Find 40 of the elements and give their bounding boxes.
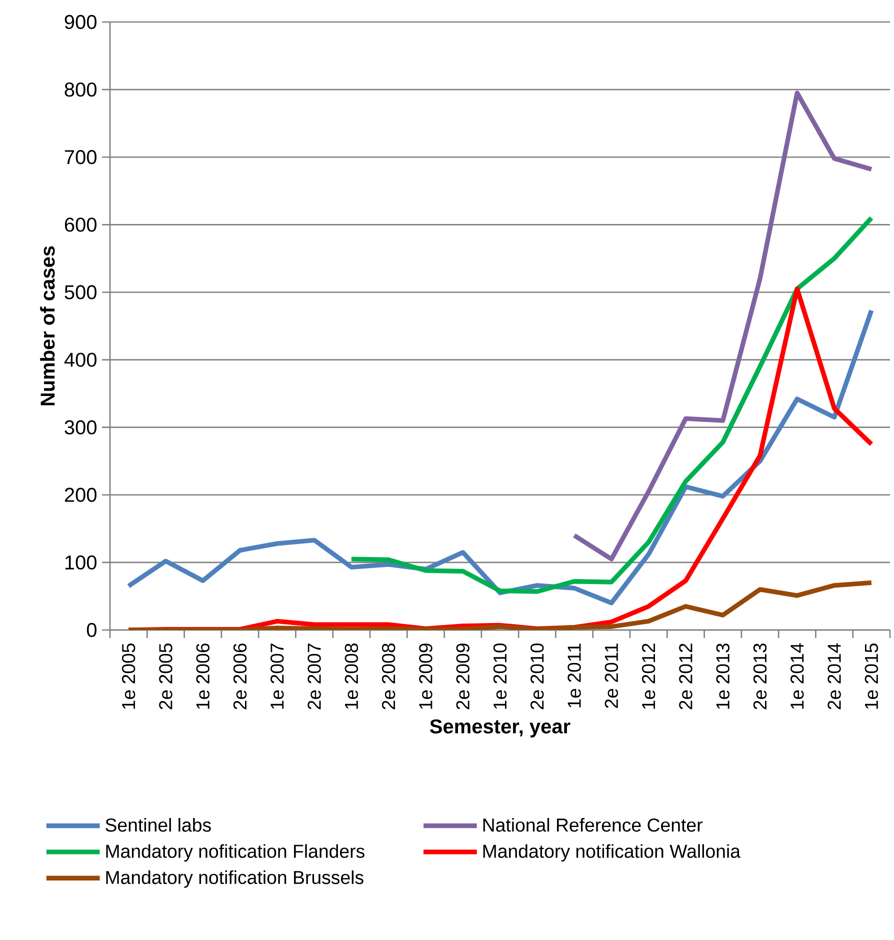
x-tick-label: 2e 2013 [753, 644, 767, 710]
x-tick-label: 1e 2007 [270, 644, 284, 709]
x-tick-label: 1e 2008 [344, 644, 358, 709]
y-tick-label: 0 [86, 622, 96, 638]
x-tick-label: 2e 2010 [530, 643, 544, 710]
x-tick-label: 2e 2006 [233, 644, 247, 710]
line-series [572, 90, 874, 562]
y-tick-label: 700 [64, 150, 96, 164]
x-tick-label: 1e 2012 [642, 644, 656, 709]
x-tick-label: 2e 2014 [828, 643, 841, 710]
legend-label: Mandatory nofitication Flanders [106, 844, 364, 862]
x-tick-label: 1e 2014 [790, 643, 804, 709]
y-tick-label: 500 [64, 285, 96, 300]
x-tick-label: 1e 2009 [419, 644, 432, 709]
legend-label: Sentinel labs [106, 818, 211, 832]
line-series [349, 216, 874, 594]
legend-label: National Reference Center [483, 818, 702, 832]
legend-label: Mandatory notification Brussels [106, 870, 364, 888]
y-tick-label: 900 [64, 14, 96, 30]
x-tick-label: 2e 2007 [308, 644, 321, 710]
x-tick-label: 2e 2012 [679, 644, 692, 710]
y-tick-label: 300 [64, 420, 96, 434]
x-tick-label: 1e 2011 [568, 644, 581, 708]
y-tick-label: 600 [64, 218, 96, 232]
legend-label: Mandatory notification Wallonia [483, 844, 741, 862]
y-tick-label: 400 [64, 352, 96, 367]
x-tick-label: 2e 2005 [159, 644, 172, 710]
x-tick-label: 1e 2013 [716, 644, 730, 709]
x-tick-label: 1e 2006 [196, 644, 210, 709]
x-tick-label: 2e 2011 [604, 644, 618, 708]
y-tick-label: 800 [64, 82, 96, 97]
y-tick-label: 200 [64, 488, 96, 502]
x-tick-label: 1e 2010 [493, 643, 507, 709]
x-tick-label: 2e 2008 [382, 644, 396, 710]
x-tick-label: 1e 2005 [122, 644, 136, 709]
x-tick-label: 2e 2009 [456, 644, 470, 710]
x-axis-title: Semester, year [430, 719, 570, 738]
y-axis-title: Number of cases [40, 246, 55, 406]
x-tick-label: 1e 2015 [864, 644, 878, 709]
y-tick-label: 100 [65, 555, 96, 570]
